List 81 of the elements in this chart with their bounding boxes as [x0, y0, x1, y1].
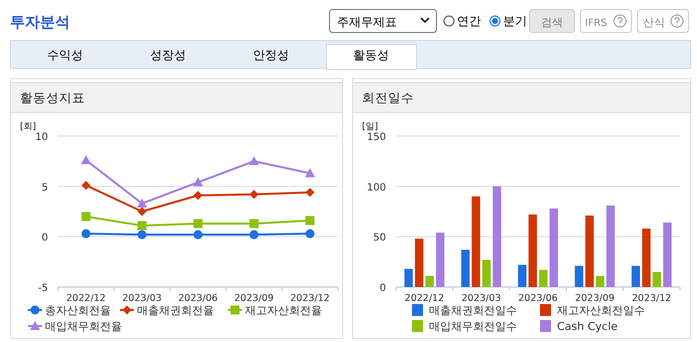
x-tick-label: 2023/03 — [461, 293, 501, 304]
point — [81, 155, 91, 164]
bar — [642, 228, 651, 287]
bar — [492, 186, 502, 287]
bar — [472, 196, 480, 287]
point — [194, 230, 202, 240]
point — [138, 207, 146, 216]
bar — [539, 270, 548, 287]
y-axis-title: [일] — [362, 122, 378, 132]
bar — [414, 238, 424, 287]
legend-label: 매출채권회전율 — [137, 304, 214, 317]
text: 연간 — [457, 14, 481, 28]
y-axis-title: [회] — [20, 122, 36, 132]
bar — [550, 208, 558, 287]
bar — [461, 250, 470, 287]
y-tick-label: 0 — [42, 232, 48, 244]
point — [250, 230, 258, 240]
point — [138, 221, 146, 230]
point — [306, 216, 314, 226]
text: 수익성 — [47, 48, 83, 62]
point — [249, 156, 259, 166]
bar — [528, 214, 537, 287]
x-tick-label: 2022/12 — [404, 293, 444, 304]
text: 분기 — [503, 14, 527, 28]
text: 검색 — [541, 16, 563, 29]
point — [194, 219, 202, 228]
legend-label: 매출채권회전일수 — [429, 304, 517, 317]
legend-label: 매입채무회전율 — [45, 320, 122, 333]
text: 주재무제표 — [337, 15, 397, 29]
bar — [596, 276, 604, 287]
legend-label: 총자산회전율 — [45, 304, 111, 317]
bar — [404, 268, 413, 287]
bar — [425, 276, 434, 287]
legend-label: 재고자산회전일수 — [557, 304, 645, 317]
point — [306, 229, 314, 238]
x-tick-label: 2022/12 — [66, 293, 106, 304]
point — [306, 188, 314, 197]
chart-title: 활동성지표 — [20, 90, 85, 105]
legend-label: 매입채무회전일수 — [429, 320, 517, 333]
text: 산식 — [643, 16, 665, 29]
bar — [632, 266, 640, 287]
x-tick-label: 2023/09 — [575, 293, 615, 304]
point — [137, 198, 147, 208]
y-tick-label: 100 — [366, 182, 386, 194]
bar — [436, 232, 444, 287]
point — [250, 190, 258, 199]
point — [82, 229, 90, 238]
chart-title: 회전일수 — [362, 90, 414, 105]
x-tick-label: 2023/03 — [122, 293, 162, 304]
text: 성장성 — [150, 48, 186, 62]
y-tick-label: 50 — [373, 232, 386, 244]
point — [305, 168, 315, 178]
point — [82, 180, 90, 190]
text: 활동성 — [353, 48, 389, 62]
text: 투자분석 — [10, 13, 70, 31]
y-tick-label: 10 — [35, 132, 48, 143]
y-tick-label: 0 — [380, 283, 386, 294]
x-tick-label: 2023/12 — [290, 293, 330, 304]
text: 안정성 — [253, 48, 289, 62]
bar — [518, 264, 526, 287]
bar — [482, 260, 491, 287]
bar — [585, 216, 594, 287]
y-tick-label: 5 — [42, 182, 48, 194]
x-tick-label: 2023/12 — [632, 293, 672, 304]
point — [82, 212, 90, 222]
legend-label: Cash Cycle — [557, 320, 618, 333]
point — [194, 190, 202, 200]
text: IFRS — [585, 18, 607, 29]
y-tick-label: 150 — [366, 132, 386, 143]
y-tick-label: -5 — [38, 283, 48, 294]
x-tick-label: 2023/06 — [518, 293, 558, 304]
bar — [663, 222, 672, 287]
point — [193, 177, 203, 186]
point — [250, 219, 258, 228]
x-tick-label: 2023/06 — [178, 293, 218, 304]
x-tick-label: 2023/09 — [234, 293, 274, 304]
bar — [652, 272, 662, 287]
point — [138, 230, 146, 240]
legend-label: 재고자산회전율 — [245, 304, 322, 317]
bar — [606, 205, 615, 287]
bar — [574, 266, 584, 287]
